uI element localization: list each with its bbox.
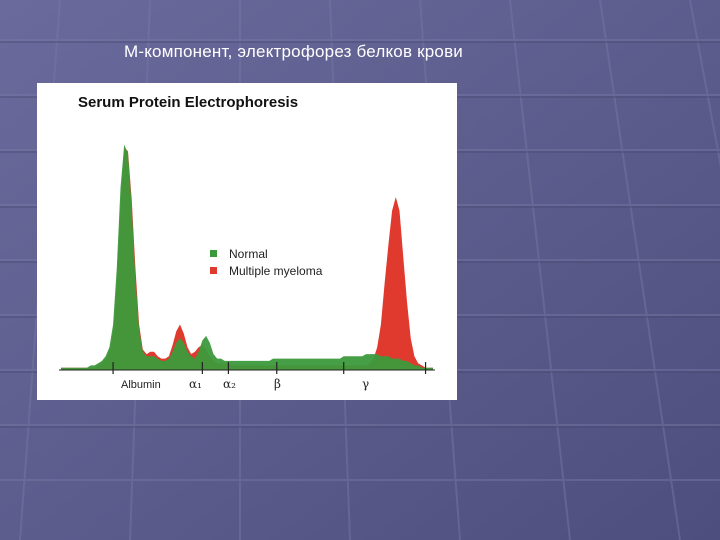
electrophoresis-chart: Serum Protein Electrophoresis Normal Mul… <box>59 94 435 391</box>
slide-title: М-компонент, электрофорез белков крови <box>124 42 463 61</box>
legend-swatch-myeloma <box>210 267 217 274</box>
legend-label-myeloma: Multiple myeloma <box>229 264 323 278</box>
zone-label-gamma: γ <box>362 377 369 391</box>
zone-label-beta: β <box>274 377 281 391</box>
legend-swatch-normal <box>210 250 217 257</box>
chart-panel: Serum Protein Electrophoresis Normal Mul… <box>37 83 457 400</box>
legend-label-normal: Normal <box>229 247 268 261</box>
zone-label-albumin: Albumin <box>121 379 161 391</box>
zone-ticks <box>112 362 427 374</box>
chart-title: Serum Protein Electrophoresis <box>78 94 298 111</box>
zone-label-alpha2: α₂ <box>223 377 236 391</box>
zone-label-alpha1: α₁ <box>189 377 202 391</box>
series-area-multiple-myeloma <box>61 146 433 370</box>
